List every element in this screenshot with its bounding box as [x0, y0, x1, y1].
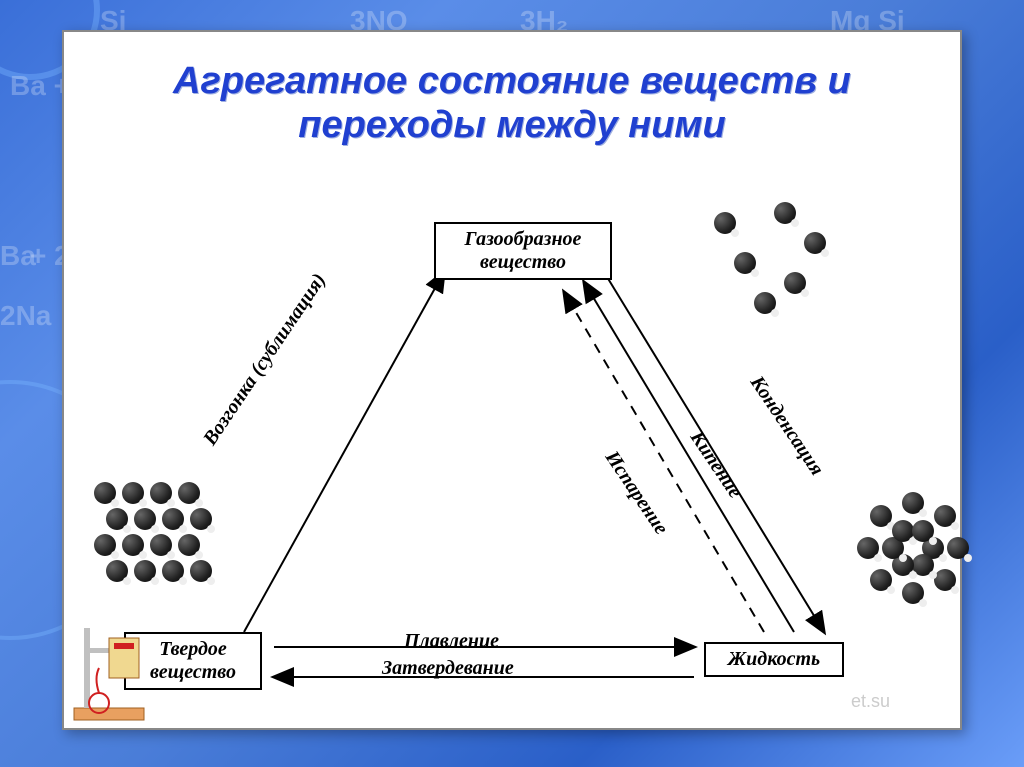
molecules-liquid-icon	[854, 482, 974, 612]
phase-diagram: Газообразноевещество Твердоевещество Жид…	[64, 202, 964, 722]
page-title: Агрегатное состояние веществ и переходы …	[64, 32, 960, 157]
molecules-gas-icon	[704, 202, 834, 312]
state-gas: Газообразноевещество	[434, 222, 612, 280]
label-melting: Плавление	[404, 630, 499, 653]
lab-equipment-icon	[64, 608, 154, 728]
molecules-solid-icon	[94, 482, 224, 612]
arrow-evaporation	[564, 292, 764, 632]
state-liquid: Жидкость	[704, 642, 844, 677]
label-solidify: Затвердевание	[382, 657, 514, 680]
watermark: et.su	[851, 691, 890, 712]
bg-formula: Ba	[0, 240, 36, 272]
slide-content: Агрегатное состояние веществ и переходы …	[62, 30, 962, 730]
bg-formula: 2Na	[0, 300, 51, 332]
